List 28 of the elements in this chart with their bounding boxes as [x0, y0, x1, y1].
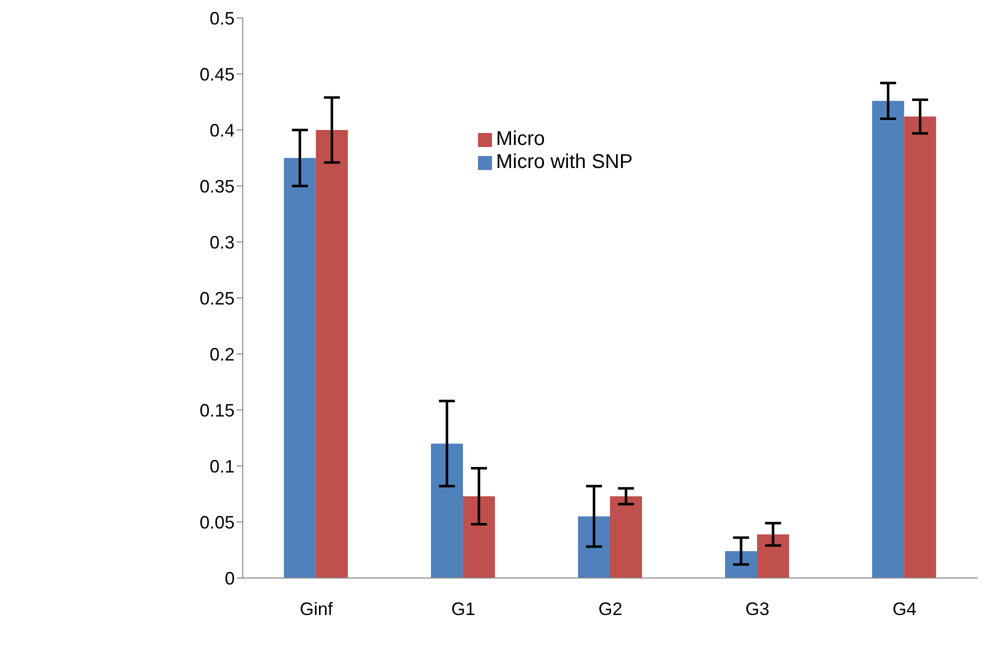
bar [462, 496, 495, 578]
x-tick-label: G1 [451, 598, 476, 619]
bar [872, 100, 904, 578]
bar [578, 516, 610, 578]
bar [725, 551, 758, 578]
bar [757, 534, 790, 578]
y-tick-label: 0.45 [200, 64, 235, 84]
bar [904, 116, 936, 578]
y-tick-label: 0.2 [210, 344, 235, 364]
y-tick-label: 0.1 [210, 456, 235, 476]
bar [610, 496, 642, 578]
y-tick-label: 0.15 [200, 400, 235, 420]
x-tick-label: G4 [892, 598, 916, 619]
x-tick-label: G2 [598, 598, 622, 619]
y-tick-label: 0.3 [210, 232, 235, 252]
x-tick-label: G3 [745, 598, 770, 619]
y-tick-label: 0.4 [210, 120, 235, 140]
bar [316, 130, 348, 578]
legend-label: Micro [496, 128, 545, 150]
bar [430, 444, 463, 578]
y-tick-label: 0.35 [200, 176, 235, 196]
y-tick-label: 0.5 [210, 8, 235, 28]
x-tick-label: Ginf [300, 598, 334, 619]
bar [284, 158, 316, 578]
y-tick-label: 0.25 [200, 288, 235, 308]
y-tick-label: 0.05 [200, 512, 235, 532]
y-tick-label: 0 [224, 568, 235, 588]
legend-label: Micro with SNP [496, 151, 633, 173]
